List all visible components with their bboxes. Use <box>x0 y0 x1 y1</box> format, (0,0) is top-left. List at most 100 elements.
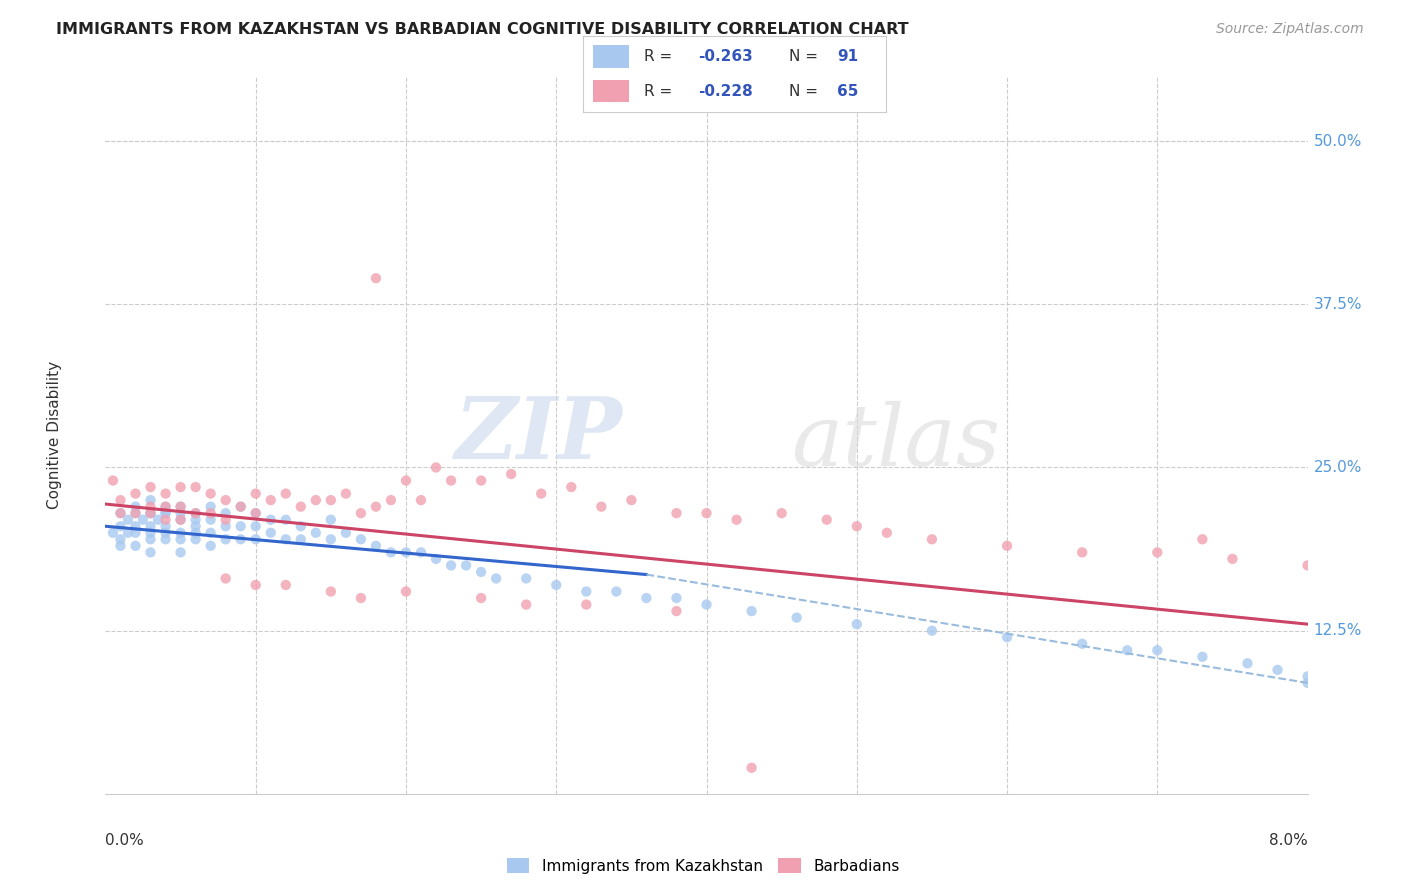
Text: 37.5%: 37.5% <box>1313 297 1362 312</box>
Point <box>470 591 492 605</box>
Point <box>605 584 627 599</box>
Point <box>454 558 477 573</box>
Point <box>214 513 236 527</box>
Point <box>409 493 432 508</box>
Point <box>110 539 132 553</box>
Point <box>470 474 492 488</box>
Point <box>575 598 598 612</box>
Point <box>1146 545 1168 559</box>
Point <box>245 578 267 592</box>
Point <box>530 486 553 500</box>
Point <box>214 519 236 533</box>
Point <box>335 525 357 540</box>
Point <box>1071 545 1094 559</box>
Point <box>741 604 763 618</box>
Point <box>139 533 162 547</box>
Point <box>620 493 643 508</box>
Point <box>229 519 252 533</box>
Point <box>1071 637 1094 651</box>
Point <box>274 486 297 500</box>
Point <box>380 493 402 508</box>
Point <box>274 533 297 547</box>
Point <box>229 500 252 514</box>
FancyBboxPatch shape <box>592 45 628 68</box>
Point <box>124 519 146 533</box>
Point <box>139 506 162 520</box>
Point <box>1236 657 1258 671</box>
Point <box>1267 663 1289 677</box>
Point <box>995 630 1018 644</box>
Point <box>440 474 463 488</box>
Text: 65: 65 <box>838 84 859 98</box>
Point <box>1146 643 1168 657</box>
Point <box>169 545 191 559</box>
Point <box>117 513 139 527</box>
Point <box>274 513 297 527</box>
Text: -0.263: -0.263 <box>699 49 754 63</box>
Text: IMMIGRANTS FROM KAZAKHSTAN VS BARBADIAN COGNITIVE DISABILITY CORRELATION CHART: IMMIGRANTS FROM KAZAKHSTAN VS BARBADIAN … <box>56 22 908 37</box>
Point <box>485 571 508 585</box>
Point <box>845 617 868 632</box>
Point <box>229 500 252 514</box>
Text: 50.0%: 50.0% <box>1313 134 1362 149</box>
Point <box>409 545 432 559</box>
Point <box>876 525 898 540</box>
Point <box>139 500 162 514</box>
Point <box>350 591 373 605</box>
Point <box>260 525 283 540</box>
Point <box>184 506 207 520</box>
Point <box>245 519 267 533</box>
Point <box>665 506 688 520</box>
Point <box>364 500 387 514</box>
Point <box>139 493 162 508</box>
Point <box>260 513 283 527</box>
Point <box>319 493 342 508</box>
Point <box>290 500 312 514</box>
Text: 8.0%: 8.0% <box>1268 833 1308 848</box>
Point <box>1222 552 1244 566</box>
Point <box>200 500 222 514</box>
Point <box>124 506 146 520</box>
Point <box>155 533 177 547</box>
Point <box>124 506 146 520</box>
Point <box>200 539 222 553</box>
Point <box>665 591 688 605</box>
Text: N =: N = <box>789 49 823 63</box>
Point <box>110 493 132 508</box>
Point <box>245 506 267 520</box>
Point <box>560 480 582 494</box>
Point <box>155 500 177 514</box>
Point <box>1296 558 1319 573</box>
Point <box>319 533 342 547</box>
Point <box>696 598 718 612</box>
Point <box>214 506 236 520</box>
Point <box>305 525 328 540</box>
Point <box>425 460 447 475</box>
Point <box>200 486 222 500</box>
Text: 0.0%: 0.0% <box>105 833 145 848</box>
Point <box>214 533 236 547</box>
Point <box>155 486 177 500</box>
Point <box>124 500 146 514</box>
Text: 91: 91 <box>838 49 859 63</box>
Point <box>274 578 297 592</box>
FancyBboxPatch shape <box>592 79 628 103</box>
Point <box>440 558 463 573</box>
Point <box>501 467 523 481</box>
Point <box>515 598 537 612</box>
Point <box>350 506 373 520</box>
Point <box>260 493 283 508</box>
Point <box>169 513 191 527</box>
Point <box>117 525 139 540</box>
Point <box>845 519 868 533</box>
Text: R =: R = <box>644 49 678 63</box>
Point <box>169 513 191 527</box>
Point <box>741 761 763 775</box>
Point <box>380 545 402 559</box>
Point <box>1116 643 1139 657</box>
Point <box>546 578 568 592</box>
Point <box>786 610 808 624</box>
Point <box>725 513 748 527</box>
Point <box>139 545 162 559</box>
Point <box>1191 649 1213 664</box>
